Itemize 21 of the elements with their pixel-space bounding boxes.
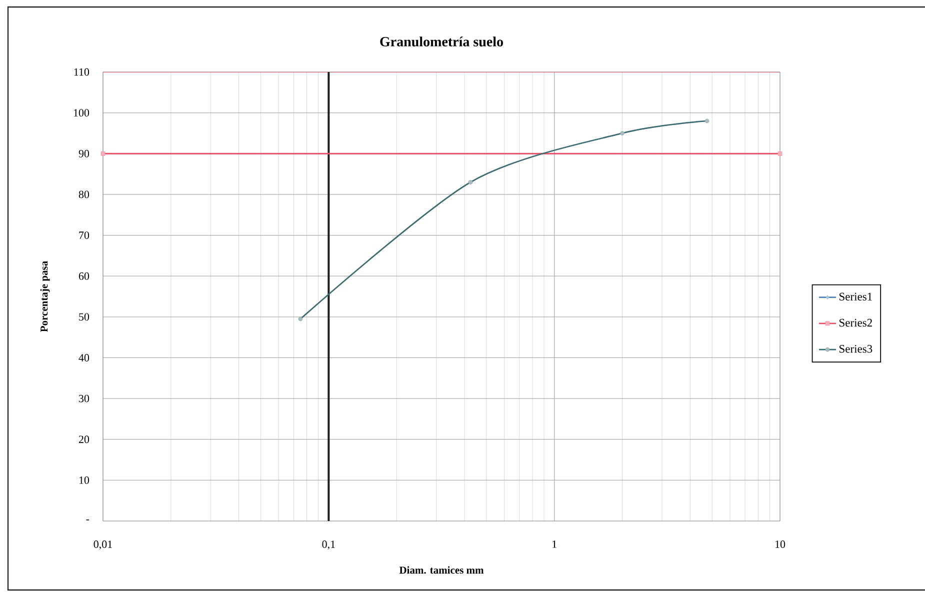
x-tick-label: 0,1 bbox=[322, 540, 335, 550]
x-tick-label: 0,01 bbox=[94, 540, 112, 550]
legend-label: Series1 bbox=[840, 292, 872, 300]
y-tick-label: 110 bbox=[74, 68, 90, 76]
y-tick-label: 100 bbox=[74, 109, 90, 117]
y-tick-label: 40 bbox=[78, 354, 90, 362]
x-tick-label: 10 bbox=[775, 540, 786, 548]
y-tick-label: 70 bbox=[79, 232, 90, 239]
x-tick-label: 1 bbox=[552, 540, 556, 548]
y-tick-label: 20 bbox=[78, 436, 90, 444]
y-tick-label: 90 bbox=[78, 150, 90, 158]
chart-title: Granulometría suelo bbox=[380, 36, 503, 46]
y-tick-label: 60 bbox=[78, 272, 90, 280]
y-tick-label: 10 bbox=[79, 476, 90, 484]
legend-label: Series3 bbox=[840, 345, 872, 353]
y-tick-label: 50 bbox=[79, 313, 90, 321]
y-tick-label: 80 bbox=[78, 190, 90, 198]
y-axis-title: Porcentaje pasa bbox=[40, 261, 50, 332]
x-axis-title: Diam. tamices mm bbox=[399, 566, 484, 574]
y-tick-label: 30 bbox=[79, 394, 90, 402]
legend-label: Series2 bbox=[840, 318, 872, 327]
